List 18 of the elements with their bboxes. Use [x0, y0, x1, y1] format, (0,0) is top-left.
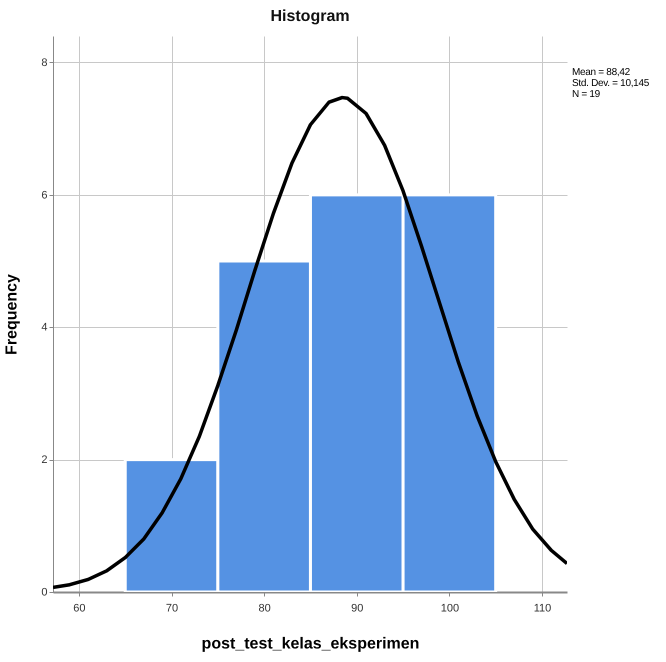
- x-tick-label: 90: [351, 602, 364, 614]
- y-tick-label: 2: [41, 454, 48, 466]
- text: Std. Dev. = 10,145: [572, 78, 649, 89]
- x-tick-label: 100: [440, 602, 460, 614]
- x-tick-label: 110: [534, 602, 552, 614]
- chart-title: Histogram: [270, 8, 350, 25]
- y-tick-label: 8: [41, 56, 48, 69]
- text: N = 19: [572, 89, 601, 100]
- x-tick-label: 80: [258, 602, 271, 614]
- y-tick-label: 6: [41, 189, 48, 202]
- x-tick-label: 70: [166, 602, 178, 614]
- text: Mean = 88,42: [572, 67, 631, 78]
- y-tick-label: 4: [41, 322, 48, 334]
- y-tick-label: 0: [41, 586, 48, 598]
- x-tick-label: 60: [73, 602, 86, 614]
- x-axis-title: post_test_kelas_eksperimen: [202, 636, 420, 652]
- line-series: [53, 96, 567, 590]
- y-axis-title: Frequency: [3, 274, 20, 355]
